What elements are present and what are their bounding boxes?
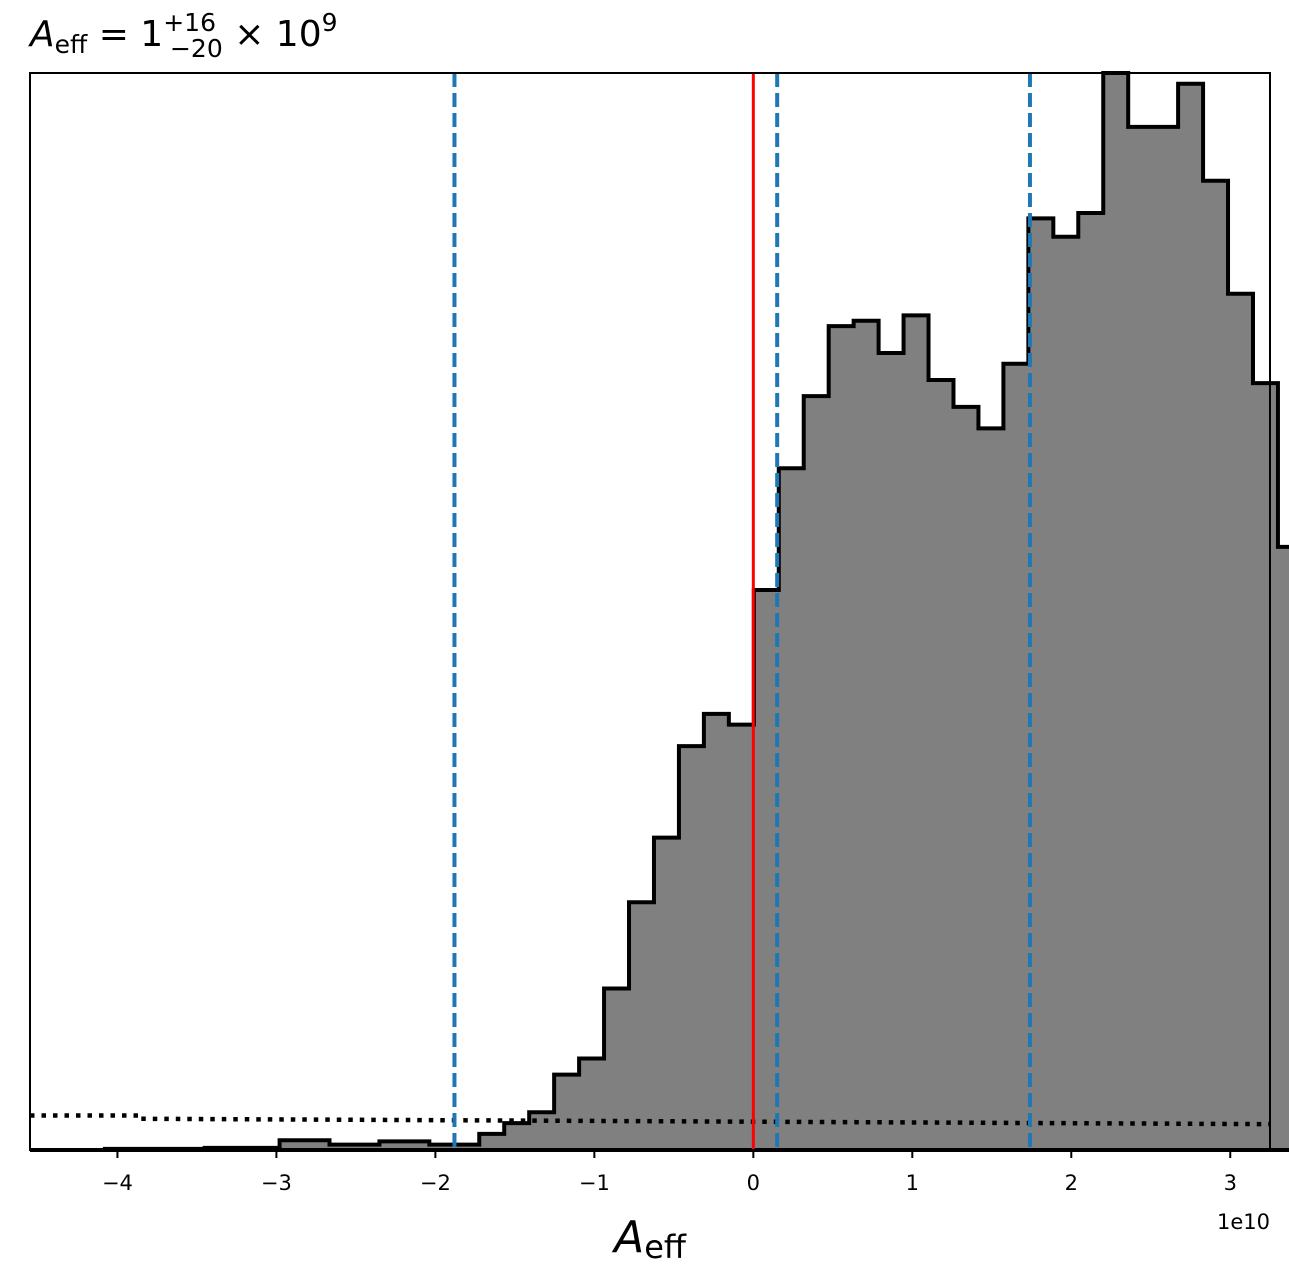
title-upper-error: +16 [163,8,216,37]
svg-text:Aeff = 1+16−20 × 109: Aeff = 1+16 −20 × 109 [28,8,338,63]
plot-area [29,71,1289,1152]
title-equals: = 1 [87,14,163,55]
x-offset-text: 1e10 [1217,1210,1270,1234]
x-tick-label: −1 [579,1171,610,1195]
xlabel-symbol: A [611,1212,644,1263]
title-symbol: A [28,14,55,55]
x-axis-label: Aeff [611,1212,687,1266]
x-tick-label: 0 [747,1171,760,1195]
x-tick-label: −2 [420,1171,451,1195]
x-axis-ticks: −4 −3 −2 −1 0 1 2 3 [102,1150,1237,1195]
x-tick-label: 3 [1224,1171,1237,1195]
x-tick-label: 1 [906,1171,919,1195]
title-times-ten: × 10 [223,14,322,55]
chart-title: Aeff = 1+16 −20 × 109 [28,8,338,63]
x-tick-label: −3 [261,1171,292,1195]
axes-frame [29,72,1271,1151]
title-exponent: 9 [322,8,338,37]
title-lower-error: −20 [170,34,223,63]
x-tick-label: −4 [102,1171,133,1195]
prior-line-right [141,1116,1271,1127]
x-tick-label: 2 [1065,1171,1078,1195]
title-symbol-subscript: eff [55,30,88,59]
xlabel-subscript: eff [644,1228,687,1266]
histogram [30,71,1289,1152]
